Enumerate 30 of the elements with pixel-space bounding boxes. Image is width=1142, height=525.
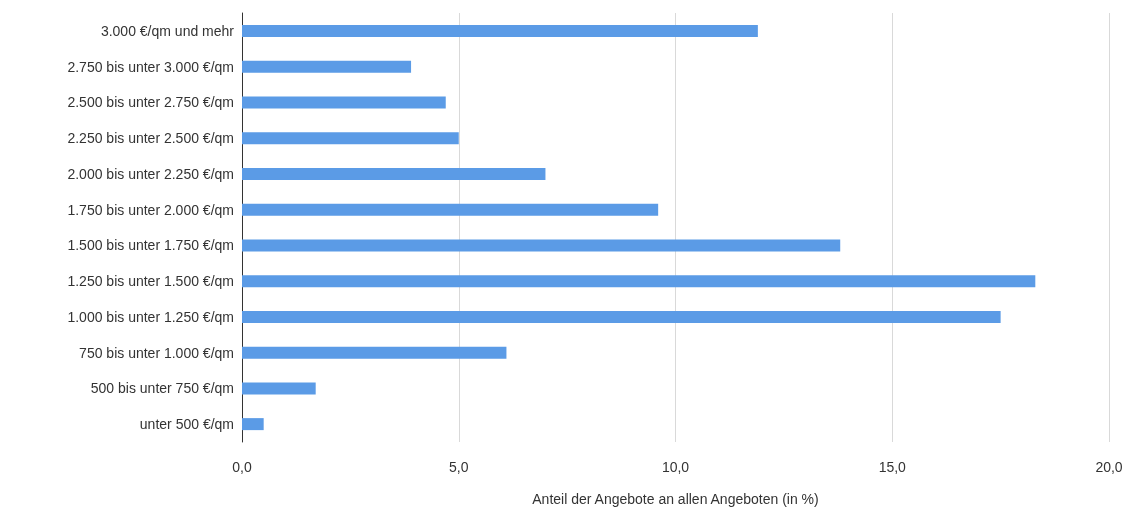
bar bbox=[242, 275, 1036, 288]
y-tick-label: 2.250 bis unter 2.500 €/qm bbox=[67, 130, 234, 147]
bar bbox=[242, 239, 841, 252]
bar bbox=[242, 60, 412, 73]
bar bbox=[242, 24, 758, 37]
bar bbox=[242, 167, 546, 180]
bar bbox=[242, 132, 459, 145]
bar bbox=[242, 418, 264, 431]
x-tick-label: 15,0 bbox=[878, 459, 907, 475]
x-tick-label: 20,0 bbox=[1095, 459, 1123, 475]
y-tick-label: 1.750 bis unter 2.000 €/qm bbox=[67, 201, 234, 218]
x-tick-label: 5,0 bbox=[449, 459, 469, 475]
y-tick-label: 1.250 bis unter 1.500 €/qm bbox=[67, 273, 234, 290]
y-tick-label: 1.500 bis unter 1.750 €/qm bbox=[67, 237, 234, 254]
bar bbox=[242, 346, 507, 359]
y-tick-label: 2.000 bis unter 2.250 €/qm bbox=[67, 165, 234, 182]
bar bbox=[242, 310, 1001, 323]
x-axis-title: Anteil der Angebote an allen Angeboten (in %) bbox=[532, 491, 819, 507]
x-tick-label: 10,0 bbox=[661, 459, 690, 475]
x-tick-label: 0,0 bbox=[232, 459, 252, 475]
y-tick-label: 3.000 €/qm und mehr bbox=[100, 22, 235, 39]
bar bbox=[242, 382, 316, 395]
y-tick-label: 2.500 bis unter 2.750 €/qm bbox=[67, 94, 234, 111]
y-tick-label: 750 bis unter 1.000 €/qm bbox=[79, 344, 234, 361]
bar bbox=[242, 96, 446, 109]
y-tick-label: 1.000 bis unter 1.250 €/qm bbox=[67, 308, 234, 325]
bar bbox=[242, 203, 659, 216]
y-tick-label: 500 bis unter 750 €/qm bbox=[90, 380, 234, 397]
y-tick-label: unter 500 €/qm bbox=[139, 416, 234, 433]
y-tick-label: 2.750 bis unter 3.000 €/qm bbox=[67, 58, 234, 75]
